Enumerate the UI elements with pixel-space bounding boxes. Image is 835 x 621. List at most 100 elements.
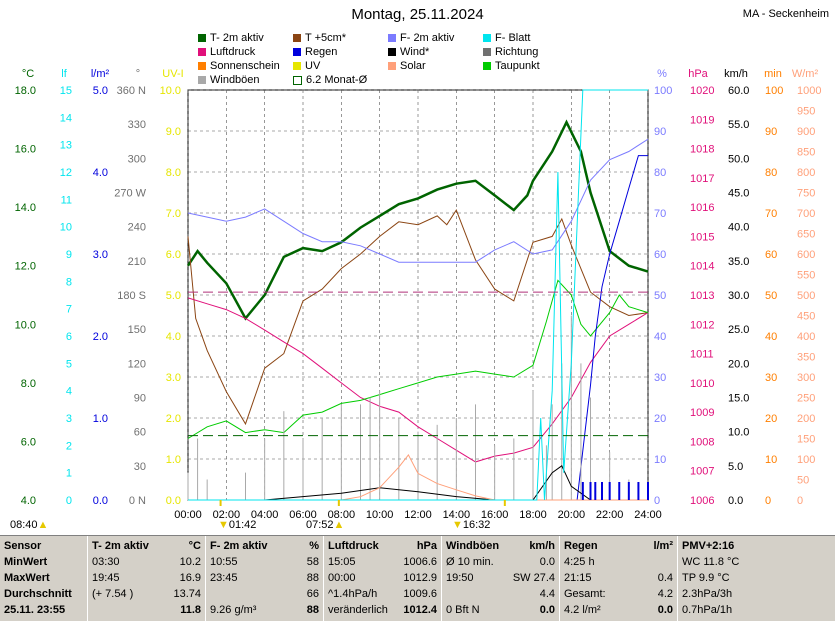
axis-uv-unit: UV-I — [162, 68, 183, 80]
stats-cell: TP 9.9 °C — [682, 572, 730, 584]
series-line — [187, 138, 649, 263]
stats-cell: 88 — [306, 572, 319, 584]
x-tick-label: 12:00 — [404, 509, 432, 521]
legend-label: 6.2 Monat-Ø — [306, 74, 368, 86]
axis-sun-tick: 0 — [765, 495, 771, 507]
stats-col-pmv: PMV+2:16 WC 11.8 °C TP 9.9 °C 2.3hPa/3h … — [678, 536, 835, 621]
legend-swatch — [293, 48, 301, 56]
axis-pressure-unit: hPa — [688, 68, 708, 80]
axis-hum-tick: 30 — [654, 372, 666, 384]
stats-cell: 10.2 — [179, 556, 201, 568]
x-tick-label: 22:00 — [596, 509, 624, 521]
stats-col-rain: Regen l/m² 4:25 h 21:15 0.4 Gesamt: 4.2 4.2… — [560, 536, 678, 621]
axis-hum-tick: 40 — [654, 331, 666, 343]
axis-temp-tick: 6.0 — [21, 436, 36, 448]
stats-cell: 19:45 — [92, 572, 120, 584]
legend-label: Richtung — [495, 46, 539, 58]
axis-pressure-tick: 1009 — [690, 407, 714, 419]
axis-leaf-unit: lf — [61, 68, 67, 80]
axis-hum-tick: 0 — [654, 495, 660, 507]
axis-leaf-tick: 7 — [66, 304, 72, 316]
stats-table: Sensor MinWert MaxWert Durchschnitt 25.1… — [0, 535, 835, 621]
axis-pressure-tick: 1011 — [690, 349, 714, 361]
stats-cell: veränderlich — [328, 604, 388, 616]
legend-item: Sonnenschein — [198, 60, 280, 72]
stats-head: PMV+2:16 — [682, 540, 735, 552]
axis-wind-tick: 5.0 — [728, 461, 743, 473]
axis-dir-tick: 210 — [128, 256, 146, 268]
axis-wind-tick: 20.0 — [728, 358, 749, 370]
stats-cell: 66 — [306, 588, 319, 600]
axis-pressure-tick: 1018 — [690, 144, 714, 156]
stats-head: Windböen — [446, 540, 500, 552]
axis-pressure-tick: 1008 — [690, 436, 714, 448]
legend-label: Solar — [400, 60, 426, 72]
legend-swatch — [388, 62, 396, 70]
axis-solar-tick: 150 — [797, 434, 815, 446]
stats-row-label: Durchschnitt — [4, 588, 72, 600]
axis-leaf-tick: 14 — [60, 112, 72, 124]
axis-leaf-tick: 13 — [60, 140, 72, 152]
axis-sun-tick: 70 — [765, 208, 777, 220]
axis-wind-tick: 50.0 — [728, 153, 749, 165]
legend-item: F- 2m aktiv — [388, 32, 454, 44]
axis-sun-tick: 60 — [765, 249, 777, 261]
axis-solar-tick: 400 — [797, 331, 815, 343]
axis-leaf-tick: 15 — [60, 85, 72, 97]
x-tick-label: 20:00 — [558, 509, 586, 521]
axis-uv-tick: 6.0 — [166, 249, 181, 261]
stats-cell: 4.2 l/m² — [564, 604, 601, 616]
axis-dir-tick: 60 — [134, 427, 146, 439]
axis-sun-unit: min — [764, 68, 782, 80]
x-tick-label: 18:00 — [519, 509, 547, 521]
stats-head: F- 2m aktiv — [210, 540, 268, 552]
axis-wind-tick: 0.0 — [728, 495, 743, 507]
stats-cell: 13.74 — [173, 588, 201, 600]
stats-cell: 23:45 — [210, 572, 238, 584]
axis-solar-tick: 550 — [797, 270, 815, 282]
axis-solar-tick: 450 — [797, 311, 815, 323]
legend-item: Windböen — [198, 74, 260, 86]
stats-cell: (+ 7.54 ) — [92, 588, 134, 600]
axis-temp-unit: °C — [22, 68, 34, 80]
axis-sun-tick: 50 — [765, 290, 777, 302]
dawn-time: 01:42 — [228, 519, 257, 531]
stats-head: Regen — [564, 540, 598, 552]
axis-leaf-tick: 5 — [66, 358, 72, 370]
legend-swatch — [483, 48, 491, 56]
stats-head: Luftdruck — [328, 540, 379, 552]
legend-swatch — [388, 48, 396, 56]
axis-uv-tick: 1.0 — [166, 454, 181, 466]
axis-solar-tick: 600 — [797, 249, 815, 261]
axis-pressure-tick: 1013 — [690, 290, 714, 302]
stats-col-gusts: Windböen km/h Ø 10 min. 0.0 19:50 SW 27.4 4… — [442, 536, 560, 621]
axis-leaf-tick: 12 — [60, 167, 72, 179]
axis-sun-tick: 20 — [765, 413, 777, 425]
axis-dir-tick: 120 — [128, 358, 146, 370]
axis-dir-tick: 360 N — [117, 85, 146, 97]
stats-cell: 0.0 — [657, 604, 673, 616]
stats-cell: 21:15 — [564, 572, 592, 584]
axis-hum-tick: 90 — [654, 126, 666, 138]
axis-solar-tick: 300 — [797, 372, 815, 384]
axis-sun-tick: 10 — [765, 454, 777, 466]
axis-wind-tick: 10.0 — [728, 427, 749, 439]
axis-leaf-tick: 3 — [66, 413, 72, 425]
stats-cell: 0.0 — [539, 604, 555, 616]
x-tick-label: 04:00 — [251, 509, 279, 521]
noon-time: 16:32 — [462, 519, 491, 531]
legend-label: Regen — [305, 46, 338, 58]
page-title: Montag, 25.11.2024 — [351, 6, 484, 23]
series-line — [187, 209, 649, 426]
axis-wind-tick: 35.0 — [728, 256, 749, 268]
axis-pressure-tick: 1019 — [690, 114, 714, 126]
stats-cell: 88 — [306, 604, 319, 616]
axis-leaf-tick: 10 — [60, 222, 72, 234]
legend-label: UV — [305, 60, 321, 72]
stats-cell: Ø 10 min. — [446, 556, 494, 568]
axis-pressure-tick: 1020 — [690, 85, 714, 97]
axis-leaf-tick: 11 — [61, 194, 72, 206]
axis-dir-tick: 270 W — [114, 188, 146, 200]
legend-label: F- 2m aktiv — [400, 32, 455, 44]
legend-swatch — [198, 34, 206, 42]
